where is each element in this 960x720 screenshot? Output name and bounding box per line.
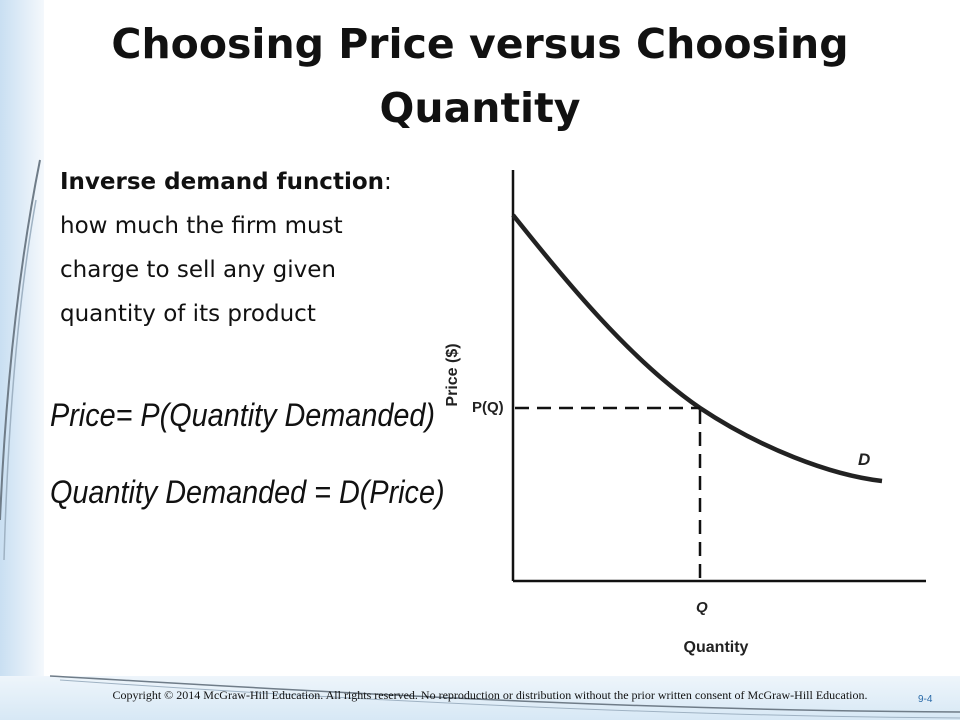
price-marker-label: P(Q) — [472, 399, 504, 416]
formula2-lhs: Quantity Demanded — [50, 474, 307, 510]
definition-description: : how much the firm must charge to sell … — [60, 169, 392, 327]
left-decorative-band — [0, 0, 44, 720]
demand-curve-graph: D P(Q) Q Quantity Price ($) — [444, 170, 926, 656]
inverse-demand-formula: Price= P(Quantity Demanded) — [50, 397, 435, 434]
formula1-rhs: P(Quantity Demanded) — [140, 397, 435, 433]
demand-formula: Quantity Demanded = D(Price) — [50, 474, 445, 511]
curve-label-d: D — [858, 450, 870, 469]
quantity-marker-label: Q — [696, 599, 708, 616]
definition-term: Inverse demand function — [60, 169, 384, 195]
definition-text: Inverse demand function: how much the fi… — [60, 160, 400, 336]
x-axis-label: Quantity — [684, 639, 749, 656]
y-axis-label: Price ($) — [444, 343, 461, 406]
formula2-rhs: D(Price) — [338, 474, 445, 510]
title-line-1: Choosing Price versus Choosing — [111, 20, 849, 68]
title-line-2: Quantity — [379, 84, 581, 132]
copyright-footer: Copyright © 2014 McGraw-Hill Education. … — [112, 688, 868, 702]
formula1-lhs: Price — [50, 397, 116, 433]
slide-number: 9-4 — [918, 694, 933, 705]
demand-curve — [511, 213, 883, 484]
formula2-equals: = — [314, 474, 331, 510]
formula1-equals: = — [115, 397, 133, 433]
slide-title: Choosing Price versus Choosing Quantity — [60, 12, 900, 140]
